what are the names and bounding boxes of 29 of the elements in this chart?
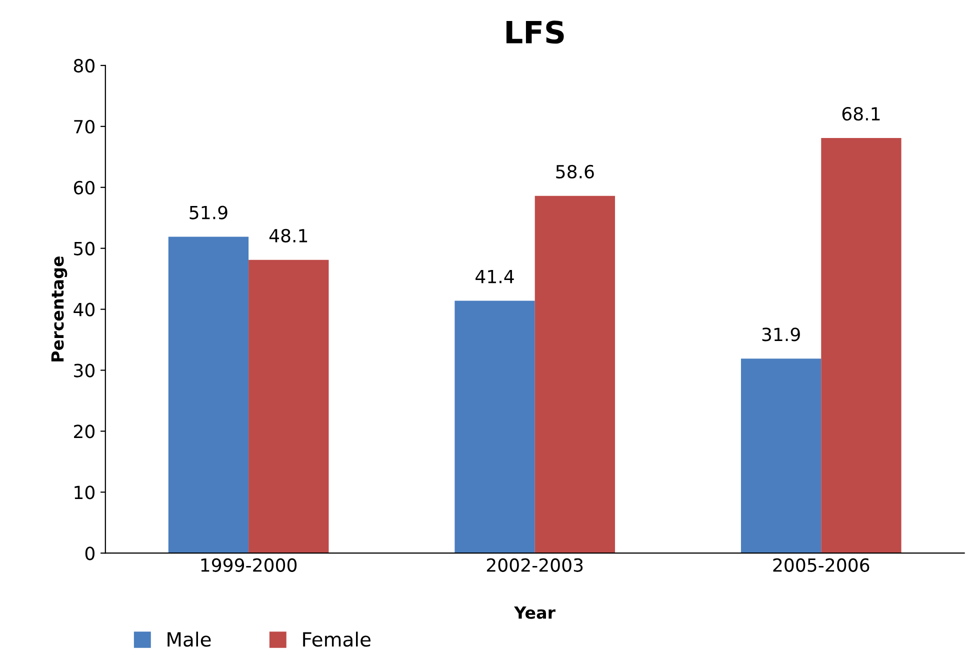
bar [740, 358, 822, 554]
y-tick-label: 0 [85, 546, 94, 560]
y-tick-label: 50 [74, 242, 94, 256]
data-label: 48.1 [269, 228, 308, 243]
bar [534, 196, 616, 554]
y-tick-label: 10 [74, 486, 94, 500]
y-tick-label: 30 [74, 364, 94, 378]
bar [821, 138, 902, 554]
data-label: 51.9 [190, 206, 228, 220]
legend-label: Female [303, 632, 370, 647]
x-axis-title: Year [514, 606, 556, 619]
y-tick-label: 70 [74, 120, 94, 134]
data-label: 31.9 [762, 328, 800, 342]
bar [168, 236, 249, 554]
x-tick-label: 2005-2006 [773, 558, 870, 572]
y-tick-label: 80 [74, 58, 94, 73]
data-label: 41.4 [476, 270, 514, 284]
y-tick-label: 60 [74, 180, 94, 194]
data-label: 68.1 [842, 106, 880, 121]
bar [248, 260, 329, 554]
bar [454, 300, 535, 554]
chart-title: LFS [506, 20, 564, 44]
x-tick-label: 2002-2003 [486, 558, 583, 572]
y-tick-label: 40 [74, 302, 94, 316]
x-tick-label: 1999-2000 [201, 558, 297, 572]
y-tick-label: 20 [74, 424, 94, 438]
legend-label: Male [168, 632, 211, 647]
data-label: 58.6 [556, 164, 594, 179]
y-axis-title: Percentage [51, 256, 68, 362]
